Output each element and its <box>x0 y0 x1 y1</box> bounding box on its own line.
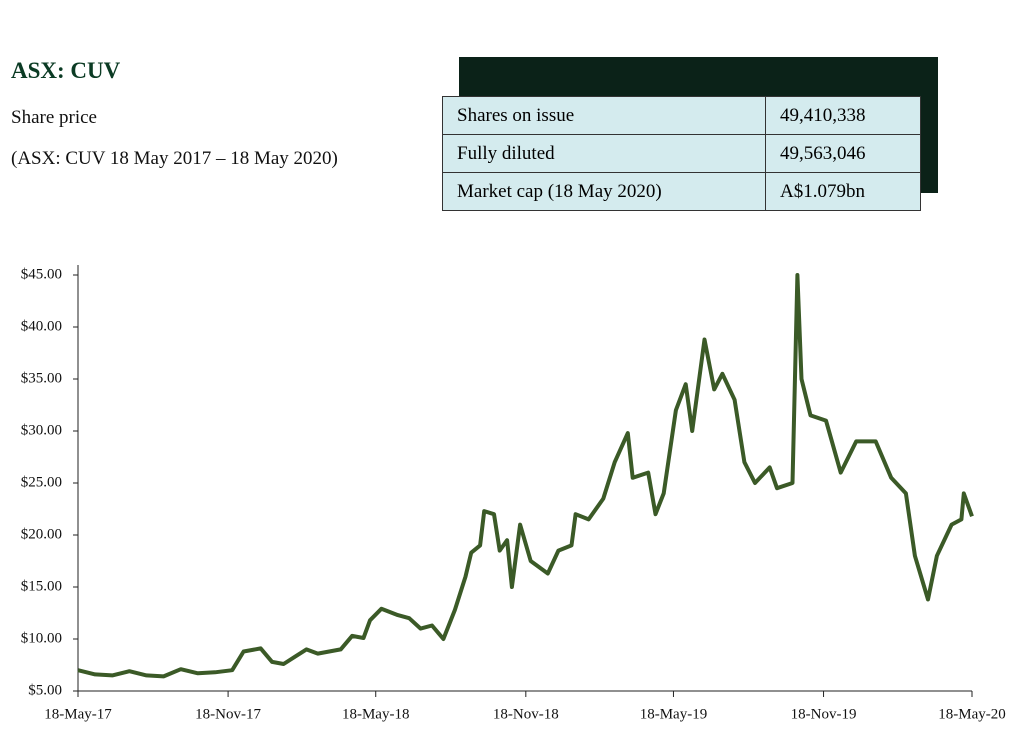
x-tick-label: 18-May-20 <box>938 706 1006 722</box>
cell: A$1.079bn <box>765 172 921 211</box>
x-tick-label: 18-Nov-17 <box>195 706 261 722</box>
cell: 49,563,046 <box>765 134 921 173</box>
y-tick-label: $10.00 <box>21 630 62 646</box>
x-tick-label: 18-May-19 <box>640 706 708 722</box>
y-tick-label: $45.00 <box>21 266 62 282</box>
cell: Fully diluted <box>442 134 766 173</box>
x-tick-label: 18-May-18 <box>342 706 410 722</box>
y-tick-label: $15.00 <box>21 578 62 594</box>
x-tick-label: 18-Nov-18 <box>493 706 559 722</box>
y-tick-label: $25.00 <box>21 474 62 490</box>
x-tick-label: 18-May-17 <box>44 706 112 722</box>
title: ASX: CUV <box>11 58 121 83</box>
cell: Shares on issue <box>442 96 766 135</box>
y-tick-label: $30.00 <box>21 422 62 438</box>
info-table: Shares on issue 49,410,338 Fully diluted 4… <box>442 96 921 211</box>
subtitle: Share price <box>11 107 97 128</box>
y-tick-label: $40.00 <box>21 318 62 334</box>
x-tick-label: 18-Nov-19 <box>791 706 857 722</box>
cell: 49,410,338 <box>765 96 921 135</box>
y-tick-label: $5.00 <box>28 682 62 698</box>
note: (ASX: CUV 18 May 2017 – 18 May 2020) <box>11 148 338 169</box>
cell: Market cap (18 May 2020) <box>442 172 766 211</box>
y-tick-label: $35.00 <box>21 370 62 386</box>
price-line <box>77 273 974 679</box>
y-tick-label: $20.00 <box>21 526 62 542</box>
